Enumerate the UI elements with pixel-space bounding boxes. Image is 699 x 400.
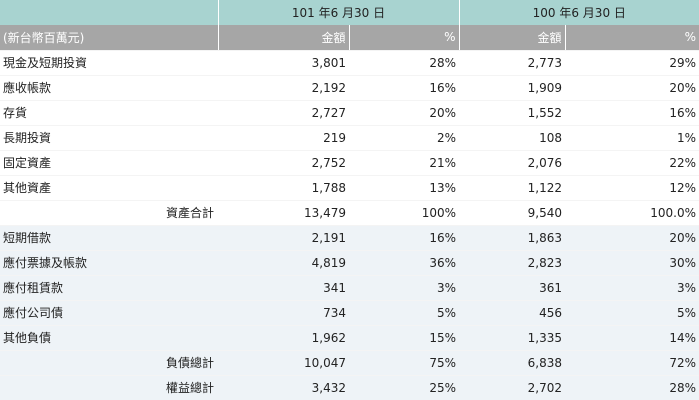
pct-b-header: % [565, 25, 699, 51]
pct-b: 12% [565, 175, 699, 201]
pct-a: 2% [349, 125, 460, 151]
period-header-row: 101 年6 月30 日 100 年6 月30 日 [0, 0, 699, 25]
amount-b: 1,863 [459, 225, 566, 251]
amount-a: 2,191 [218, 225, 349, 251]
amount-a: 1,788 [218, 175, 349, 201]
amount-b: 2,702 [459, 375, 566, 400]
table-row: 應付公司債 734 5% 456 5% [0, 300, 699, 326]
table-row: 現金及短期投資 3,801 28% 2,773 29% [0, 50, 699, 76]
amount-a-header: 金額 [218, 25, 350, 51]
table-row: 存貨 2,727 20% 1,552 16% [0, 100, 699, 126]
amount-b: 456 [459, 300, 566, 326]
pct-b: 20% [565, 225, 699, 251]
table-row: 應付票據及帳款 4,819 36% 2,823 30% [0, 250, 699, 276]
pct-a: 20% [349, 100, 460, 126]
row-label: 長期投資 [0, 125, 218, 151]
table-row: 固定資產 2,752 21% 2,076 22% [0, 150, 699, 176]
pct-a: 16% [349, 225, 460, 251]
total-row-equity: 權益總計 3,432 25% 2,702 28% [0, 375, 699, 400]
amount-a: 4,819 [218, 250, 349, 276]
pct-b: 100.0% [565, 200, 699, 226]
total-row-liabilities: 負債總計 10,047 75% 6,838 72% [0, 350, 699, 376]
pct-b: 20% [565, 75, 699, 101]
row-label: 應付票據及帳款 [0, 250, 218, 276]
amount-b-header: 金額 [459, 25, 566, 51]
total-label: 權益總計 [0, 375, 218, 400]
amount-b: 361 [459, 275, 566, 301]
amount-a: 10,047 [218, 350, 349, 376]
pct-b: 5% [565, 300, 699, 326]
pct-a: 15% [349, 325, 460, 351]
amount-b: 1,552 [459, 100, 566, 126]
amount-a: 2,192 [218, 75, 349, 101]
total-row-assets: 資產合計 13,479 100% 9,540 100.0% [0, 200, 699, 226]
amount-a: 219 [218, 125, 349, 151]
row-label: 其他負債 [0, 325, 218, 351]
amount-b: 1,335 [459, 325, 566, 351]
pct-a: 25% [349, 375, 460, 400]
header-blank [0, 0, 219, 25]
table-row: 應收帳款 2,192 16% 1,909 20% [0, 75, 699, 101]
pct-a-header: % [349, 25, 460, 51]
amount-a: 3,432 [218, 375, 349, 400]
pct-b: 22% [565, 150, 699, 176]
pct-b: 29% [565, 50, 699, 76]
row-label: 應付公司債 [0, 300, 218, 326]
pct-a: 100% [349, 200, 460, 226]
amount-b: 1,909 [459, 75, 566, 101]
row-label: 現金及短期投資 [0, 50, 218, 76]
amount-b: 2,076 [459, 150, 566, 176]
pct-b: 72% [565, 350, 699, 376]
amount-a: 13,479 [218, 200, 349, 226]
amount-a: 341 [218, 275, 349, 301]
amount-b: 1,122 [459, 175, 566, 201]
pct-b: 28% [565, 375, 699, 400]
row-label: 存貨 [0, 100, 218, 126]
amount-b: 108 [459, 125, 566, 151]
pct-a: 36% [349, 250, 460, 276]
amount-a: 734 [218, 300, 349, 326]
pct-a: 28% [349, 50, 460, 76]
row-label: 固定資產 [0, 150, 218, 176]
pct-b: 30% [565, 250, 699, 276]
period-a-header: 101 年6 月30 日 [218, 0, 460, 25]
pct-a: 75% [349, 350, 460, 376]
amount-b: 2,773 [459, 50, 566, 76]
table-row: 應付租賃款 341 3% 361 3% [0, 275, 699, 301]
row-label: 短期借款 [0, 225, 218, 251]
pct-a: 3% [349, 275, 460, 301]
table-row: 其他資產 1,788 13% 1,122 12% [0, 175, 699, 201]
pct-b: 3% [565, 275, 699, 301]
row-label: 應收帳款 [0, 75, 218, 101]
pct-b: 1% [565, 125, 699, 151]
pct-a: 16% [349, 75, 460, 101]
amount-b: 2,823 [459, 250, 566, 276]
pct-a: 5% [349, 300, 460, 326]
pct-b: 14% [565, 325, 699, 351]
pct-a: 13% [349, 175, 460, 201]
table-row: 短期借款 2,191 16% 1,863 20% [0, 225, 699, 251]
amount-a: 1,962 [218, 325, 349, 351]
table-row: 長期投資 219 2% 108 1% [0, 125, 699, 151]
row-label: 應付租賃款 [0, 275, 218, 301]
amount-b: 6,838 [459, 350, 566, 376]
total-label: 資產合計 [0, 200, 218, 226]
column-header-row: (新台幣百萬元) 金額 % 金額 % [0, 25, 699, 51]
period-b-header: 100 年6 月30 日 [459, 0, 699, 25]
total-label: 負債總計 [0, 350, 218, 376]
pct-a: 21% [349, 150, 460, 176]
amount-b: 9,540 [459, 200, 566, 226]
pct-b: 16% [565, 100, 699, 126]
amount-a: 3,801 [218, 50, 349, 76]
amount-a: 2,752 [218, 150, 349, 176]
amount-a: 2,727 [218, 100, 349, 126]
unit-label: (新台幣百萬元) [0, 25, 219, 51]
row-label: 其他資產 [0, 175, 218, 201]
table-row: 其他負債 1,962 15% 1,335 14% [0, 325, 699, 351]
